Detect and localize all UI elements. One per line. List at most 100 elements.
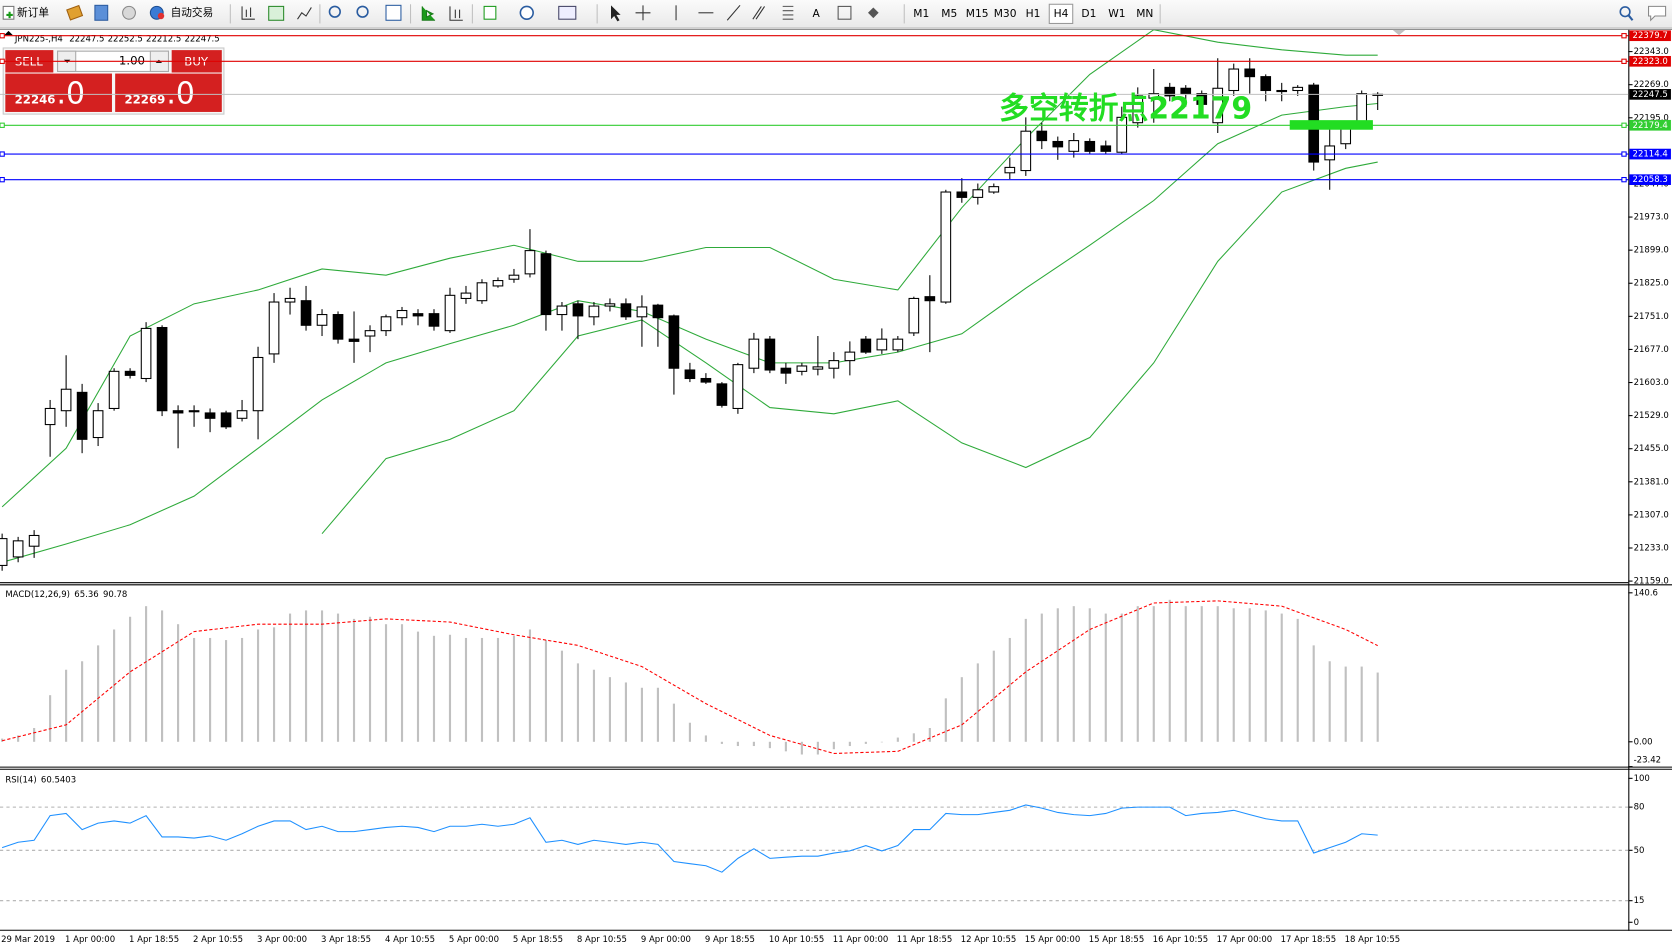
macd-bar bbox=[65, 669, 68, 742]
x-tick-label: 17 Apr 00:00 bbox=[1217, 935, 1273, 945]
auto-trading-button[interactable]: 自动交易 bbox=[149, 6, 213, 20]
timeframe-button[interactable]: D1 bbox=[1081, 7, 1096, 20]
timeframe-button[interactable]: H4 bbox=[1054, 7, 1069, 20]
candle-body bbox=[1132, 95, 1144, 124]
chart-bg bbox=[0, 28, 1672, 931]
macd-bar bbox=[640, 687, 643, 742]
trendline-icon[interactable] bbox=[726, 4, 741, 21]
macd-bar bbox=[1376, 672, 1379, 742]
macd-bar bbox=[81, 661, 84, 742]
candle-body bbox=[60, 388, 72, 412]
timeframe-selected bbox=[1048, 3, 1074, 24]
macd-bar bbox=[304, 610, 308, 742]
label-icon[interactable] bbox=[837, 5, 852, 20]
y-tick-label: -23.42 bbox=[1634, 756, 1661, 766]
chat-icon[interactable] bbox=[1648, 5, 1667, 22]
tile-icon[interactable] bbox=[385, 4, 402, 21]
candle-body bbox=[28, 534, 40, 547]
icon[interactable] bbox=[66, 4, 84, 21]
fibo-icon[interactable] bbox=[782, 5, 794, 20]
macd-bar bbox=[976, 663, 979, 742]
macd-bar bbox=[1168, 599, 1171, 742]
candle-body bbox=[1340, 127, 1352, 145]
candle-body bbox=[1324, 145, 1336, 161]
level-handle bbox=[1621, 176, 1627, 183]
cursor-icon[interactable] bbox=[611, 5, 621, 22]
level-label-bg bbox=[1629, 55, 1671, 67]
timeframe-bar: M1 M5 M15 M30 H1 H4 D1 W1 MN bbox=[913, 3, 1153, 24]
macd-bar bbox=[736, 741, 739, 747]
level-handle bbox=[1621, 122, 1627, 128]
macd-bar bbox=[416, 631, 420, 742]
macd-bar bbox=[480, 637, 484, 742]
price-bg bbox=[5, 73, 112, 112]
shift-icon[interactable] bbox=[449, 6, 463, 21]
line-icon[interactable] bbox=[297, 7, 312, 20]
timeframe-button[interactable]: M30 bbox=[994, 7, 1017, 20]
text-tool-icon[interactable]: A bbox=[813, 7, 821, 20]
candle-body bbox=[1244, 68, 1256, 78]
arrows-icon[interactable] bbox=[867, 7, 879, 19]
candle-body bbox=[348, 338, 360, 342]
candle-body bbox=[316, 314, 328, 326]
candle-body bbox=[364, 330, 376, 337]
timeframe-button[interactable]: W1 bbox=[1108, 7, 1125, 20]
buy-price-box[interactable]: 22269 .0 bbox=[115, 73, 222, 112]
timeframe-button[interactable]: H1 bbox=[1026, 7, 1041, 20]
macd-bar bbox=[320, 610, 324, 742]
icon[interactable] bbox=[122, 5, 136, 20]
icon[interactable] bbox=[94, 4, 109, 21]
level-label-bg bbox=[1629, 119, 1671, 131]
macd-bar bbox=[528, 629, 532, 742]
candle-body bbox=[1004, 166, 1016, 174]
new-order-button[interactable]: 新订单 bbox=[2, 6, 49, 20]
ohlc-value: 22212.5 bbox=[146, 34, 181, 44]
timeframe-button[interactable]: M5 bbox=[941, 7, 957, 20]
timeframe-button[interactable]: M1 bbox=[913, 7, 929, 20]
channel-icon[interactable] bbox=[752, 6, 765, 20]
candle-body bbox=[1148, 93, 1160, 99]
candle-body bbox=[220, 412, 232, 428]
macd-bar bbox=[1216, 606, 1219, 742]
indicators-icon[interactable] bbox=[483, 5, 497, 20]
macd-bar bbox=[400, 624, 404, 742]
bar-chart-icon[interactable] bbox=[241, 6, 255, 20]
candle-body bbox=[812, 366, 824, 370]
candle-icon[interactable] bbox=[268, 5, 285, 21]
level-label-bg bbox=[1629, 89, 1671, 100]
candle-body bbox=[796, 365, 808, 372]
indicator-value: 90.78 bbox=[103, 589, 127, 599]
macd-bar bbox=[1120, 613, 1123, 742]
timeframe-button[interactable]: MN bbox=[1136, 7, 1153, 20]
macd-bar bbox=[97, 645, 100, 742]
macd-bar bbox=[896, 737, 899, 742]
periods-icon[interactable] bbox=[519, 5, 534, 20]
crosshair-icon[interactable] bbox=[635, 5, 651, 21]
y-tick-label: 21899.0 bbox=[1634, 246, 1669, 256]
level-handle bbox=[0, 58, 5, 64]
macd-bar bbox=[960, 677, 963, 742]
macd-bar bbox=[1248, 608, 1251, 742]
macd-bar bbox=[944, 698, 947, 742]
timeframe-button[interactable]: M15 bbox=[966, 7, 989, 20]
macd-bar bbox=[1040, 613, 1043, 742]
candle-body bbox=[1052, 140, 1064, 148]
search-icon[interactable] bbox=[1627, 14, 1634, 21]
candle-body bbox=[540, 253, 552, 316]
zoom-out-icon[interactable] bbox=[356, 5, 369, 18]
candle-body bbox=[828, 360, 840, 369]
candle-body bbox=[1276, 89, 1288, 93]
candle-body bbox=[556, 305, 568, 316]
rsi-line bbox=[1, 804, 1378, 873]
search-icon[interactable] bbox=[1619, 6, 1631, 18]
sell-price-box[interactable]: 22246 .0 bbox=[5, 73, 112, 112]
templates-icon[interactable] bbox=[558, 5, 577, 20]
x-tick-label: 8 Apr 10:55 bbox=[577, 935, 627, 945]
zoom-in-icon[interactable] bbox=[328, 5, 341, 18]
x-tick-label: 10 Apr 10:55 bbox=[769, 935, 825, 945]
candle-body bbox=[1100, 145, 1112, 152]
macd-bar bbox=[49, 695, 52, 742]
candle-body bbox=[1196, 93, 1208, 105]
macd-bar bbox=[161, 610, 164, 742]
x-tick-label: 12 Apr 10:55 bbox=[961, 935, 1017, 945]
